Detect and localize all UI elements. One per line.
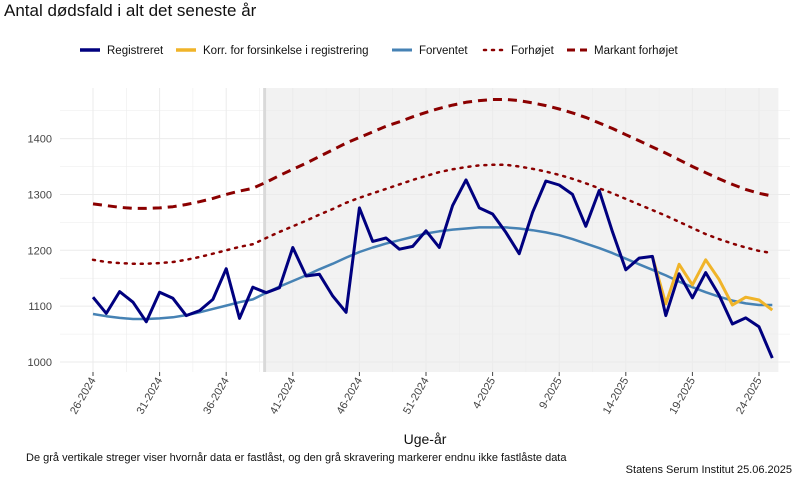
x-tick-label: 14-2025 bbox=[601, 376, 632, 417]
series-registreret bbox=[91, 178, 774, 359]
x-tick-label: 41-2024 bbox=[268, 376, 299, 417]
footer-note: De grå vertikale streger viser hvornår d… bbox=[26, 452, 567, 464]
x-tick-label: 24-2025 bbox=[734, 376, 765, 417]
x-tick-label: 51-2024 bbox=[401, 376, 432, 417]
y-tick-label: 1200 bbox=[28, 245, 52, 257]
legend-label-4: Markant forhøjet bbox=[594, 45, 679, 57]
y-tick-label: 1300 bbox=[28, 189, 52, 201]
x-axis: 26-2024 31-2024 36-2024 41-2024 46-2024 51-20… bbox=[68, 372, 765, 416]
legend-label-0: Registreret bbox=[107, 45, 164, 57]
chart-title: Antal dødsfald i alt det seneste år bbox=[4, 1, 257, 20]
series-korr bbox=[650, 255, 774, 312]
x-tick-label: 9-2025 bbox=[537, 376, 565, 412]
x-tick-label: 36-2024 bbox=[201, 376, 232, 417]
plot-area bbox=[60, 88, 790, 372]
legend-label-2: Forventet bbox=[419, 45, 468, 57]
series-forhojet bbox=[91, 163, 774, 265]
x-tick-label: 4-2025 bbox=[471, 375, 499, 411]
y-tick-label: 1100 bbox=[28, 301, 52, 313]
legend: Registreret Korr. for forsinkelse i regis… bbox=[80, 45, 679, 57]
x-tick-label: 31-2024 bbox=[135, 376, 166, 417]
y-axis: 1000 1100 1200 1300 1400 bbox=[28, 134, 52, 369]
x-tick-label: 46-2024 bbox=[334, 376, 365, 417]
x-tick-label: 19-2025 bbox=[667, 376, 698, 417]
source-credit: Statens Serum Institut 25.06.2025 bbox=[625, 464, 792, 476]
series-forventet bbox=[92, 226, 773, 321]
y-tick-label: 1000 bbox=[28, 357, 52, 369]
legend-label-1: Korr. for forsinkelse i registrering bbox=[203, 45, 369, 57]
legend-label-3: Forhøjet bbox=[511, 45, 555, 57]
y-tick-label: 1400 bbox=[28, 134, 52, 146]
x-axis-title: Uge-år bbox=[404, 431, 447, 447]
x-tick-label: 26-2024 bbox=[68, 376, 99, 417]
